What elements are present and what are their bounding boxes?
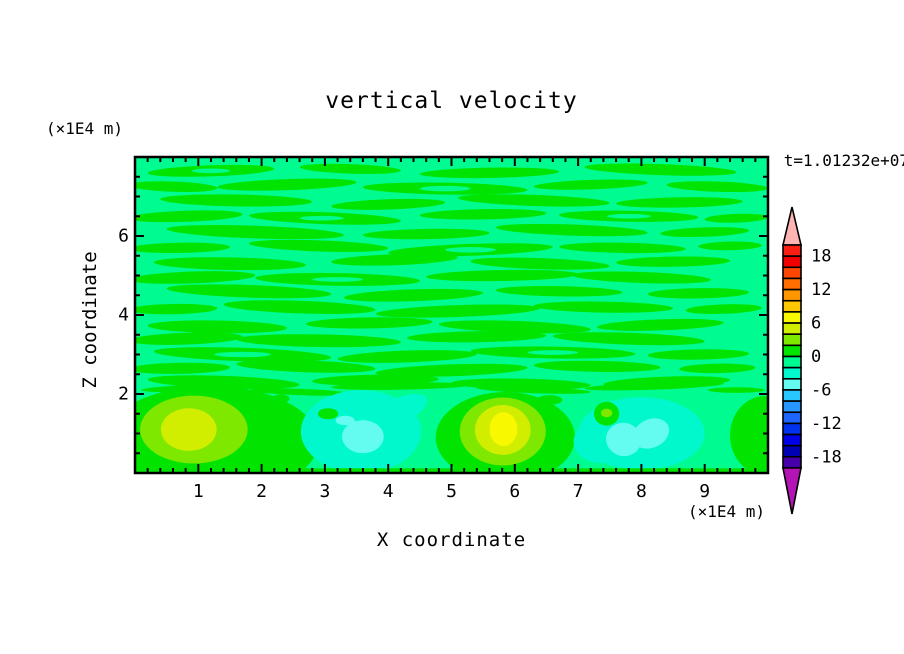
colorbar-segment: [782, 422, 802, 436]
streaks-group: [135, 163, 768, 396]
z-axis-title: Z coordinate: [79, 251, 101, 389]
colorbar-segment: [782, 311, 802, 324]
z-tick-label: 6: [118, 225, 129, 247]
z-axis-unit-label: (×1E4 m): [46, 119, 124, 138]
colorbar-segment: [782, 355, 802, 369]
colorbar-label: -12: [811, 414, 842, 434]
colorbar-segment: [782, 456, 802, 469]
colorbar-over-arrow: [781, 206, 803, 246]
colorbar-segment: [782, 333, 802, 347]
x-axis-unit-label: (×1E4 m): [688, 502, 766, 521]
z-tick-label: 2: [118, 383, 129, 405]
colorbar: 18 12 6 0 -6 -12 -18: [781, 206, 842, 515]
colorbar-segment: [782, 277, 802, 291]
colorbar-segment: [782, 444, 802, 458]
x-tick-label: 7: [572, 481, 584, 502]
x-tick-label: 9: [699, 481, 711, 502]
plot-frame: [133, 155, 770, 475]
colorbar-segment: [782, 255, 802, 269]
colorbar-segment: [782, 322, 802, 336]
colorbar-segment: [782, 299, 802, 313]
contour-field: [135, 157, 768, 473]
bottom-features-group: [135, 386, 768, 473]
colorbar-segment: [782, 288, 802, 302]
x-tick-label: 2: [256, 481, 268, 502]
x-tick-label: 6: [509, 481, 521, 502]
plot-title: vertical velocity: [325, 88, 578, 114]
colorbar-segment: [782, 400, 802, 414]
x-tick-label: 4: [382, 481, 394, 502]
colorbar-under-arrow: [782, 467, 802, 515]
colorbar-segment: [782, 344, 802, 358]
colorbar-label: -18: [811, 447, 842, 467]
colorbar-label: 12: [811, 280, 831, 300]
colorbar-segment: [782, 366, 802, 380]
colorbar-segment: [782, 389, 802, 402]
colorbar-segment: [782, 411, 802, 425]
colorbar-label: 6: [811, 314, 821, 334]
colorbar-label: 18: [811, 247, 831, 267]
x-tick-label: 5: [446, 481, 457, 502]
colorbar-segment: [782, 378, 802, 391]
contour-plot: [133, 155, 770, 475]
colorbar-label: 0: [811, 347, 821, 367]
x-axis-title: X coordinate: [376, 529, 527, 551]
z-tick-label: 4: [118, 304, 129, 326]
colorbar-segment: [782, 433, 802, 447]
timestamp-label: t=1.01232e+07: [783, 151, 904, 170]
colorbar-label: -6: [811, 380, 831, 400]
x-tick-label: 3: [319, 481, 331, 502]
colorbar-segment: [782, 266, 802, 280]
colorbar-segment: [782, 244, 802, 257]
x-tick-label: 1: [192, 481, 204, 502]
x-tick-label: 8: [635, 481, 647, 502]
